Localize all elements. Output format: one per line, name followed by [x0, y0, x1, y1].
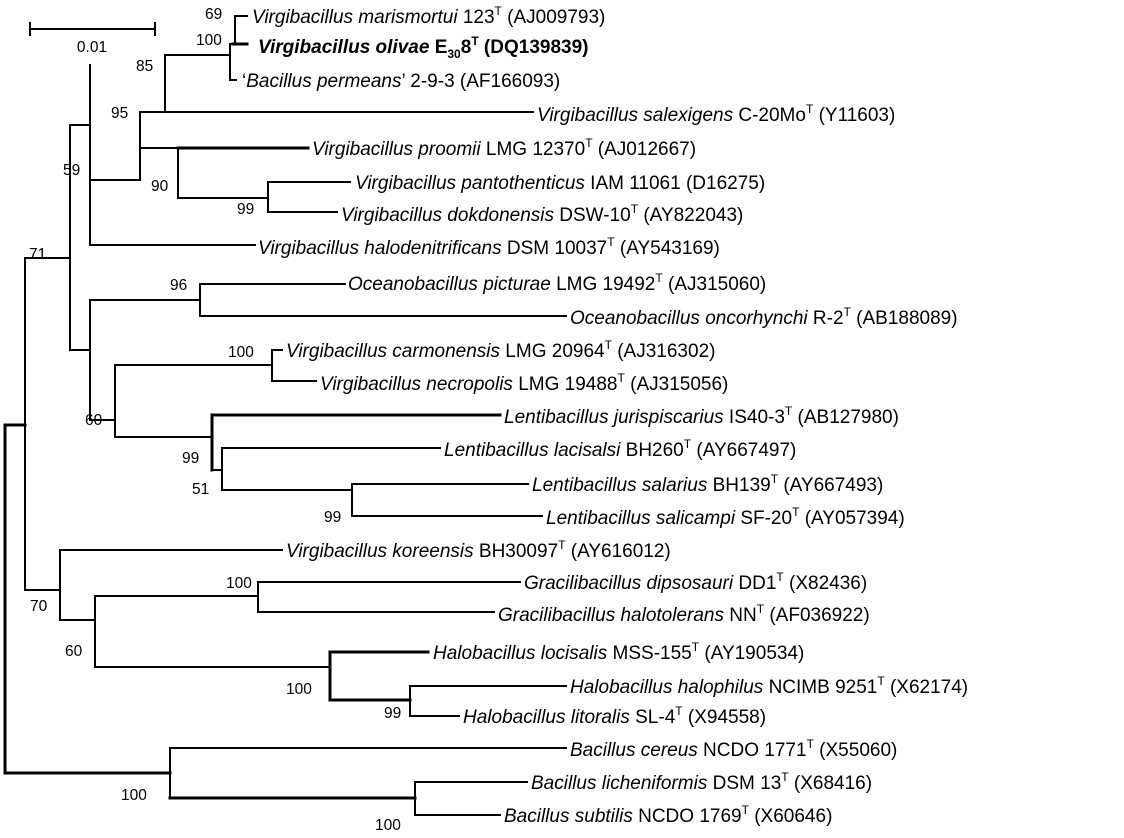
bootstrap-value-proomii_group: 90 [151, 178, 169, 195]
taxon-label-salicampi: Lentibacillus salicampi SF-20T (AY057394… [546, 505, 905, 529]
taxon-label-halophilus: Halobacillus halophilus NCIMB 9251T (X62… [570, 674, 968, 698]
bootstrap-value-oceanobacillus: 96 [170, 277, 187, 294]
bootstrap-value-carmonensis_lentibacillus: 60 [85, 412, 103, 429]
taxon-label-lacisalsi: Lentibacillus lacisalsi BH260T (AY667497… [444, 437, 796, 461]
taxon-label-halodenitrificans: Virgibacillus halodenitrificans DSM 1003… [258, 235, 720, 259]
bootstrap-value-marismortui_group_salexigens: 85 [136, 58, 153, 75]
bootstrap-value-bacillus: 100 [121, 787, 147, 804]
taxon-labels: Virgibacillus marismortui 123T (AJ009793… [242, 4, 968, 827]
taxon-label-salexigens: Virgibacillus salexigens C-20MoT (Y11603… [537, 102, 895, 126]
taxon-label-picturae: Oceanobacillus picturae LMG 19492T (AJ31… [348, 271, 766, 295]
taxon-label-litoralis: Halobacillus litoralis SL-4T (X94558) [463, 704, 766, 728]
taxon-label-jurispiscarius: Lentibacillus jurispiscarius IS40-3T (AB… [504, 404, 899, 428]
taxon-label-locisalis: Halobacillus locisalis MSS-155T (AY19053… [433, 640, 804, 664]
bootstrap-value-with_halodenitrificans: 59 [63, 162, 80, 179]
bootstrap-value-licheniformis_subtilis: 100 [375, 817, 401, 834]
taxon-label-halotolerans: Gracilibacillus halotolerans NNT (AF0369… [498, 602, 870, 626]
taxon-label-dipsosauri: Gracilibacillus dipsosauri DD1T (X82436) [524, 570, 867, 594]
bootstrap-value-gracilibacillus: 100 [226, 575, 252, 592]
taxon-label-olivae: Virgibacillus olivae E308T (DQ139839) [258, 34, 589, 61]
bootstrap-value-lacisalsi_salarius_salicampi: 51 [192, 481, 209, 498]
taxon-label-koreensis: Virgibacillus koreensis BH30097T (AY6160… [286, 538, 671, 562]
tree-branches [3, 15, 567, 816]
bootstrap-value-marismortui_olivae_permeans: 100 [196, 32, 222, 49]
taxon-label-dokdonensis: Virgibacillus dokdonensis DSW-10T (AY822… [341, 202, 743, 226]
taxon-label-salarius: Lentibacillus salarius BH139T (AY667493) [532, 472, 883, 496]
bootstrap-value-halobacillus: 100 [286, 681, 312, 698]
bootstrap-value-with_koreensis: 70 [30, 598, 48, 615]
taxon-label-pantothenticus: Virgibacillus pantothenticus IAM 11061 (… [355, 173, 765, 194]
bootstrap-values: 69 100 85 95 90 99 59 71 96 100 60 99 51 99 70 60 100 100… [29, 6, 401, 834]
bootstrap-value-pantothenticus_dokdonensis: 99 [237, 201, 254, 218]
bootstrap-value-marismortui_olivae: 69 [205, 6, 222, 23]
taxon-label-necropolis: Virgibacillus necropolis LMG 19488T (AJ3… [320, 371, 728, 395]
bootstrap-value-top_virgibacillus_oceanobacillus_lentibacillus: 71 [29, 246, 46, 263]
bootstrap-value-salarius_salicampi: 99 [324, 509, 341, 526]
bootstrap-value-lentibacillus: 99 [182, 450, 199, 467]
scale-bar: 0.01 [29, 22, 156, 56]
bootstrap-value-halophilus_litoralis: 99 [384, 705, 401, 722]
bootstrap-value-carmonensis_necropolis: 100 [228, 344, 254, 361]
taxon-label-marismortui: Virgibacillus marismortui 123T (AJ009793… [252, 4, 605, 28]
taxon-label-cereus: Bacillus cereus NCDO 1771T (X55060) [570, 737, 897, 761]
bootstrap-value-gracilibacillus_halobacillus: 60 [65, 643, 83, 660]
taxon-label-licheniformis: Bacillus licheniformis DSM 13T (X68416) [531, 770, 872, 794]
taxon-label-permeans: ‘Bacillus permeans’ 2-9-3 (AF166093) [242, 71, 560, 92]
taxon-label-proomii: Virgibacillus proomii LMG 12370T (AJ0126… [312, 136, 696, 160]
taxon-label-oncorhynchi: Oceanobacillus oncorhynchi R-2T (AB18808… [570, 305, 958, 329]
taxon-label-subtilis: Bacillus subtilis NCDO 1769T (X60646) [504, 803, 832, 827]
scale-bar-label: 0.01 [77, 39, 107, 56]
taxon-label-carmonensis: Virgibacillus carmonensis LMG 20964T (AJ… [286, 338, 715, 362]
bootstrap-value-virgibacillus_core: 95 [111, 105, 128, 122]
